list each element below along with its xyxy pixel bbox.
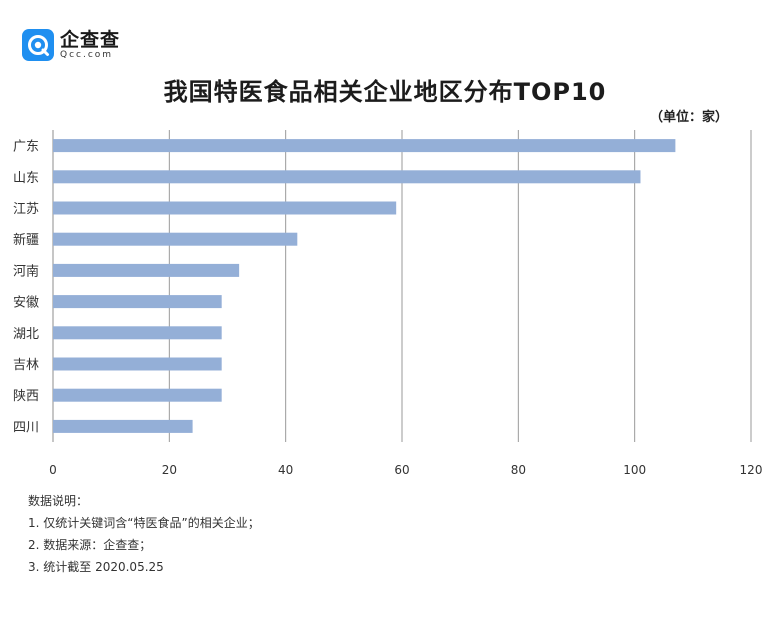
data-notes: 数据说明： 1. 仅统计关键词含“特医食品”的相关企业； 2. 数据来源：企查查… — [28, 490, 260, 578]
x-tick-label: 20 — [162, 463, 177, 477]
note-item-3: 3. 统计截至 2020.05.25 — [28, 560, 164, 574]
x-axis-ticks: 0 20 40 60 80 100 120 — [49, 463, 762, 477]
bar-陕西 — [53, 388, 222, 402]
x-tick-label: 40 — [278, 463, 293, 477]
bar-广东 — [53, 139, 676, 153]
bar-安徽 — [53, 295, 222, 309]
bar-江苏 — [53, 201, 397, 215]
bar-新疆 — [53, 232, 298, 246]
x-tick-label: 100 — [623, 463, 646, 477]
bar-湖北 — [53, 326, 222, 340]
notes-heading: 数据说明： — [28, 494, 89, 508]
x-tick-label: 60 — [394, 463, 409, 477]
category-label: 山东 — [13, 171, 39, 186]
x-tick-label: 0 — [49, 463, 57, 477]
category-label: 湖北 — [13, 327, 39, 342]
bar-吉林 — [53, 357, 222, 371]
category-label: 四川 — [13, 420, 39, 435]
chart-title: 我国特医食品相关企业地区分布TOP10 — [163, 78, 607, 106]
qcc-logo-icon — [22, 29, 54, 61]
bar-四川 — [53, 419, 193, 433]
category-label: 广东 — [13, 140, 39, 155]
unit-label: （单位：家） — [649, 110, 728, 125]
brand-logo: 企查查 Qcc.com — [22, 28, 120, 62]
brand-name-cn: 企查查 — [60, 28, 121, 51]
x-tick-label: 80 — [511, 463, 526, 477]
bars — [53, 139, 676, 433]
category-label: 安徽 — [13, 296, 39, 311]
category-label: 河南 — [13, 263, 39, 279]
brand-name-en: Qcc.com — [60, 49, 114, 60]
note-item-1: 1. 仅统计关键词含“特医食品”的相关企业； — [28, 516, 260, 530]
note-item-2: 2. 数据来源：企查查； — [28, 538, 152, 552]
bar-山东 — [53, 170, 641, 184]
bar-河南 — [53, 263, 240, 277]
category-label: 新疆 — [13, 232, 39, 248]
x-tick-label: 120 — [740, 463, 763, 477]
category-label: 江苏 — [13, 201, 39, 217]
category-label: 吉林 — [13, 358, 39, 373]
category-label: 陕西 — [13, 389, 39, 404]
